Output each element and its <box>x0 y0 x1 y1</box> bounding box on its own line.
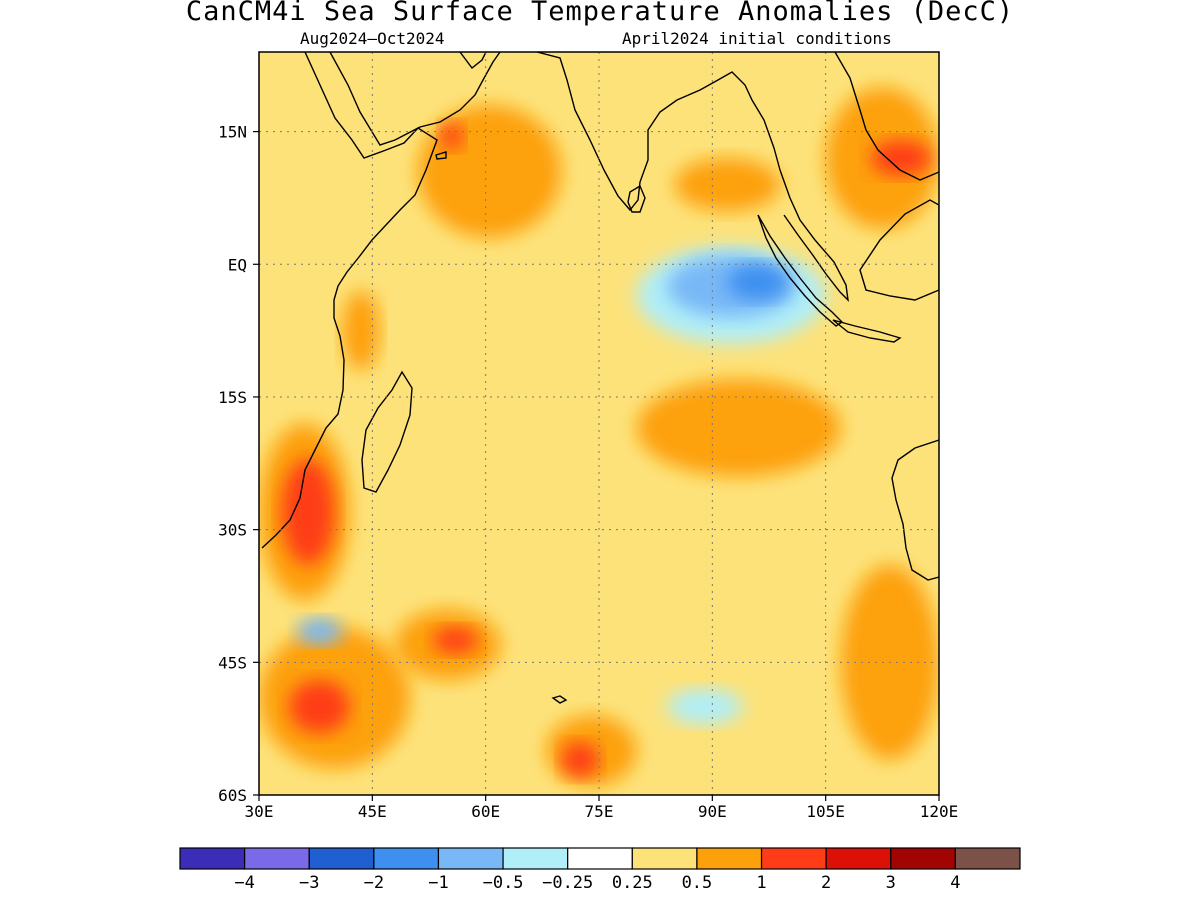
kerguelen <box>551 695 568 704</box>
longitude-axis: 30E 45E 60E 75E 90E 105E 120E <box>245 795 959 821</box>
colorbar-label: 3 <box>886 873 896 893</box>
colorbar-swatch <box>437 847 504 870</box>
indochina-coast <box>834 52 939 181</box>
colorbar-label: −3 <box>299 873 319 893</box>
coastline-outlines <box>261 52 939 704</box>
lon-tick-label: 105E <box>806 802 845 821</box>
africa-east-coast <box>261 52 438 549</box>
colorbar-swatch <box>890 847 956 870</box>
initial-conditions-subtitle: April2024 initial conditions <box>622 29 892 48</box>
australia-west-coast <box>891 439 939 581</box>
lon-tick-label: 30E <box>245 802 274 821</box>
anomaly-region-13 <box>281 458 335 566</box>
colorbar-swatch <box>567 847 633 870</box>
lon-tick-label: 45E <box>358 802 387 821</box>
lat-tick-label: EQ <box>228 255 247 274</box>
persian-gulf-coast <box>459 52 487 69</box>
anomaly-region-14 <box>289 680 350 734</box>
lon-tick-label: 75E <box>585 802 614 821</box>
myanmar-malaysia-coast <box>779 169 849 302</box>
colorbar-swatch <box>631 847 698 870</box>
borneo <box>859 199 939 301</box>
madagascar <box>361 370 413 493</box>
colorbar-label: 4 <box>950 873 960 893</box>
anomaly-region-4 <box>342 290 380 371</box>
colorbar-swatch <box>179 847 246 870</box>
lon-tick-label: 60E <box>471 802 500 821</box>
graticule-grid <box>259 52 939 795</box>
colorbar-swatch <box>825 847 892 870</box>
lat-tick-label: 45S <box>218 653 247 672</box>
java <box>832 319 902 343</box>
anomaly-region-16 <box>561 741 599 778</box>
lon-tick-label: 90E <box>698 802 727 821</box>
colorbar-legend: −4 −3 −2 −1 −0.5 −0.25 0.25 0.5 1 2 3 4 <box>179 847 1021 893</box>
india-coast <box>536 52 781 212</box>
arabia-coast <box>329 52 501 146</box>
colorbar-label: −2 <box>364 873 384 893</box>
colorbar-label: −4 <box>234 873 254 893</box>
anomaly-region-2 <box>674 158 781 212</box>
colorbar-swatch <box>502 847 569 870</box>
lat-tick-label: 15N <box>218 123 247 142</box>
colorbar-swatch <box>954 847 1021 870</box>
colorbar-label: −1 <box>428 873 448 893</box>
lat-tick-label: 15S <box>218 388 247 407</box>
colorbar-swatch <box>373 847 440 870</box>
anomaly-region-1 <box>417 105 562 238</box>
latitude-axis: 15N EQ 15S 30S 45S 60S <box>218 123 259 805</box>
sri-lanka <box>627 184 646 213</box>
anomaly-region-15 <box>432 626 479 654</box>
anomaly-region-21 <box>296 618 343 645</box>
anomaly-region-20 <box>667 688 743 725</box>
colorbar-swatch <box>696 847 763 870</box>
anomaly-region-12 <box>871 140 932 176</box>
forecast-period-subtitle: Aug2024–Oct2024 <box>300 29 445 48</box>
colorbar-label: 1 <box>756 873 766 893</box>
colorbar-label: 0.25 <box>612 873 653 893</box>
colorbar-label: 2 <box>821 873 831 893</box>
lat-tick-label: 30S <box>218 521 247 540</box>
anomaly-region-19 <box>727 264 788 300</box>
colorbar-label: −0.5 <box>483 873 524 893</box>
colorbar-label: −0.25 <box>542 873 593 893</box>
lon-tick-label: 120E <box>920 802 959 821</box>
colorbar-swatch <box>308 847 375 870</box>
colorbar-swatch <box>760 847 827 870</box>
anomaly-region-11 <box>440 122 463 150</box>
socotra <box>435 151 447 160</box>
colorbar-label: 0.5 <box>682 873 713 893</box>
anomaly-region-6 <box>636 379 841 477</box>
colorbar-swatch <box>244 847 310 870</box>
lat-tick-label: 60S <box>218 786 247 805</box>
map-title: CanCM4i Sea Surface Temperature Anomalie… <box>185 0 1015 27</box>
